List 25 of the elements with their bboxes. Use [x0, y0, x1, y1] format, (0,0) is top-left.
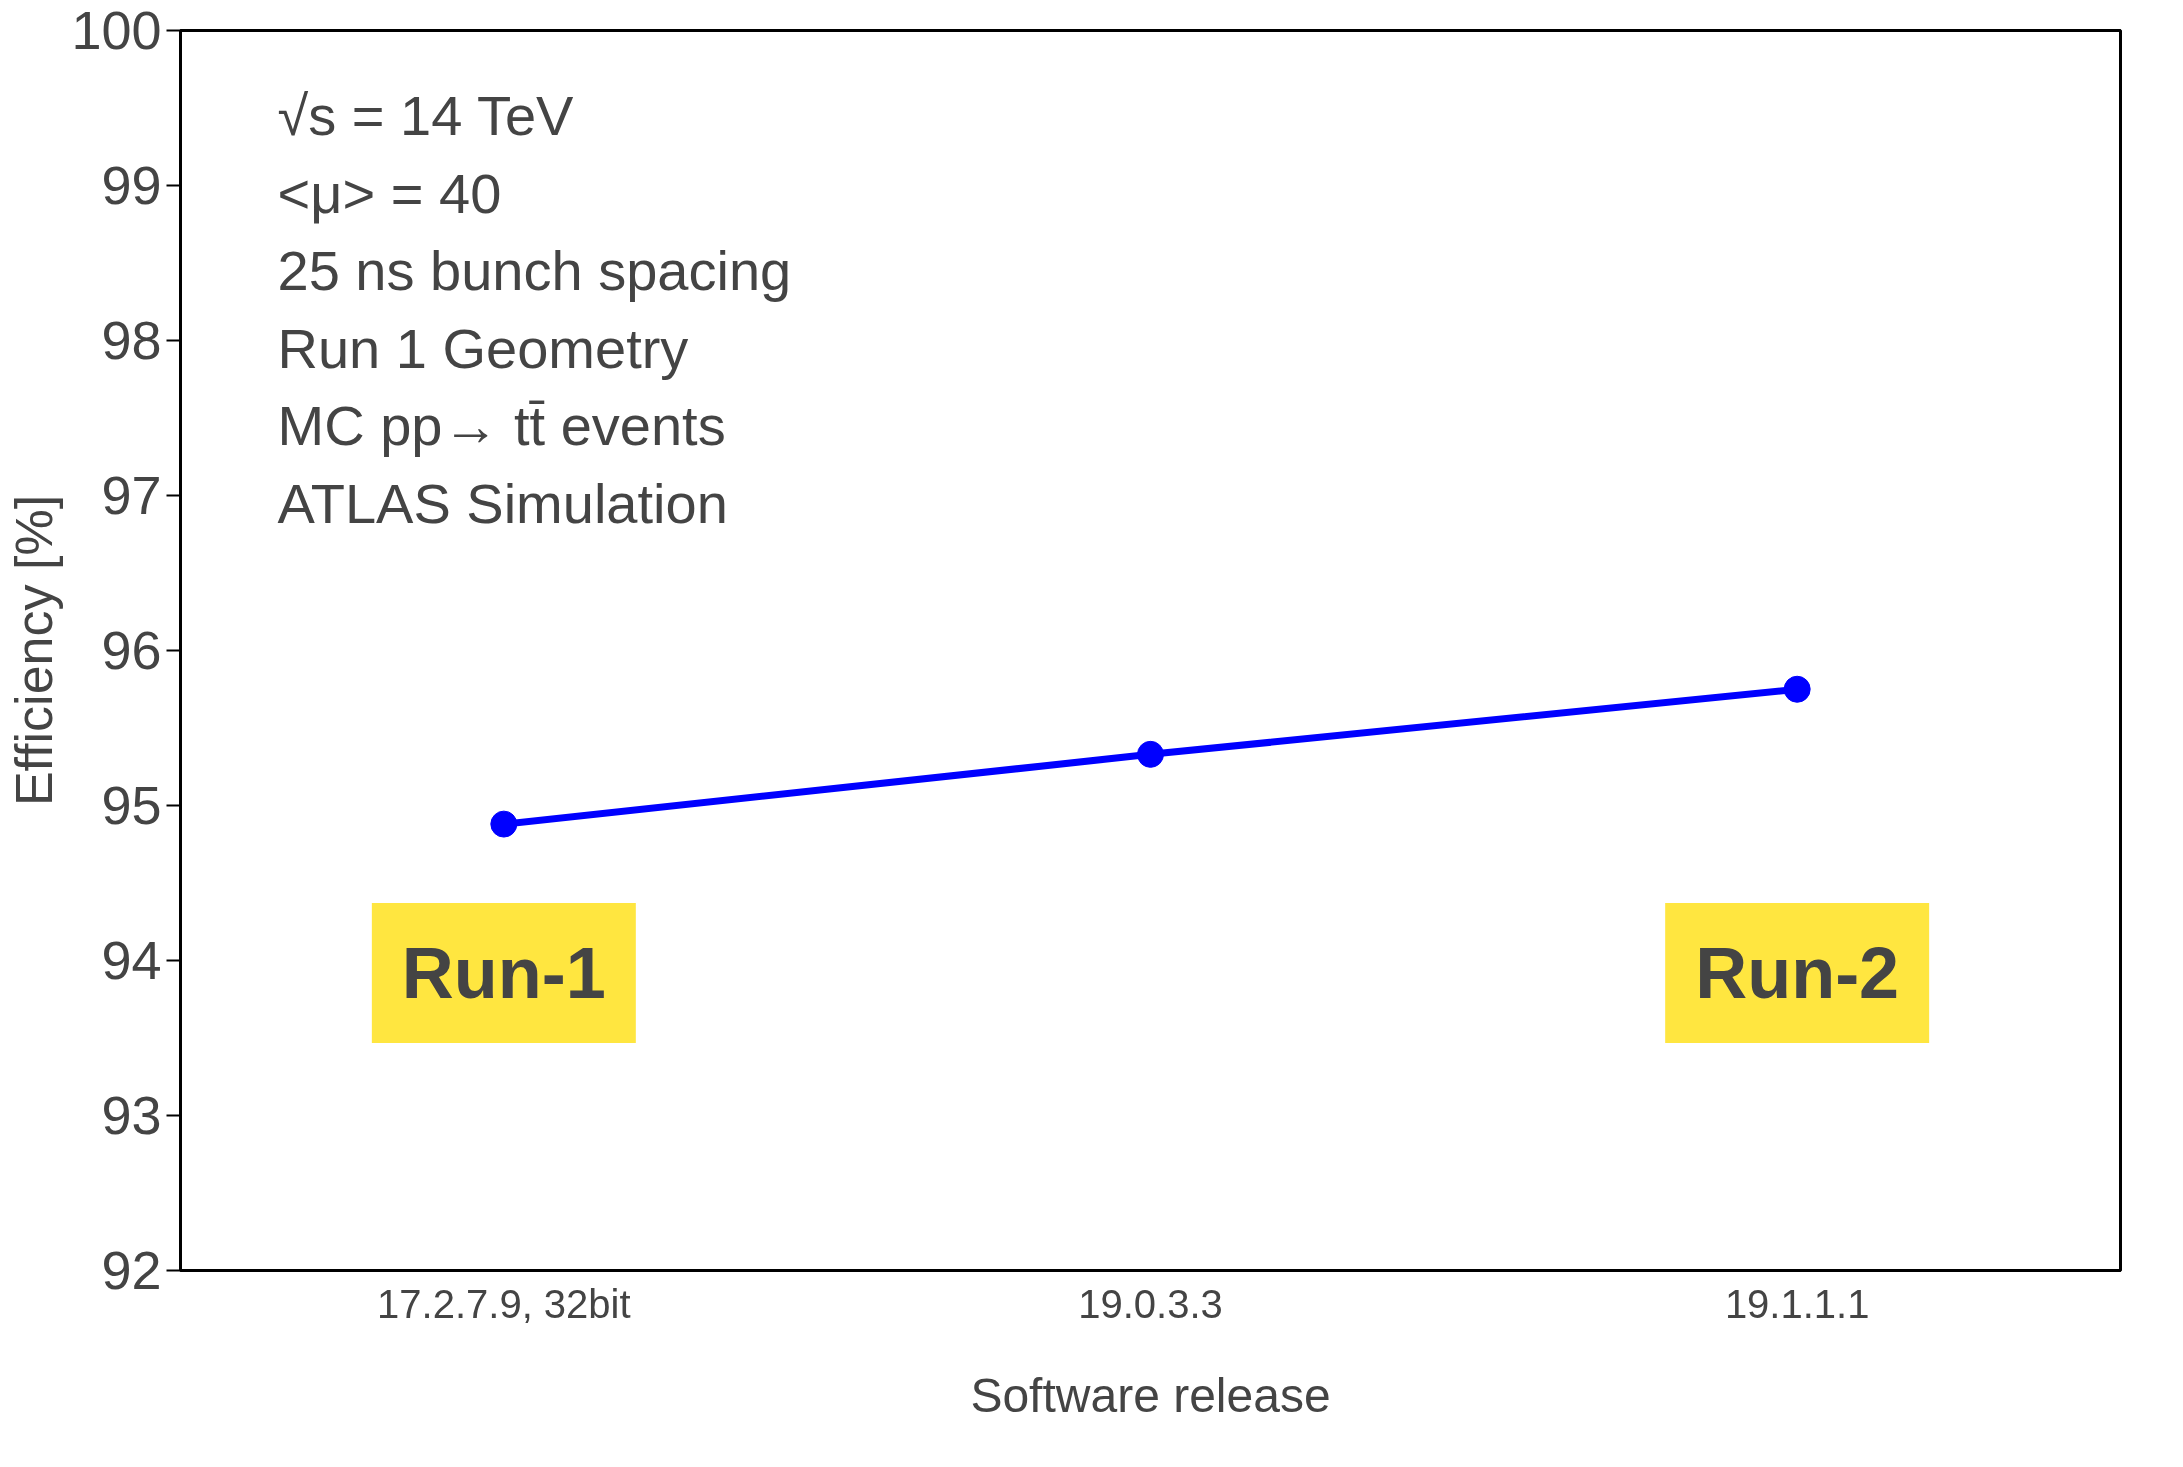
y-tick-label: 99: [101, 155, 162, 215]
y-tick-label: 92: [101, 1240, 162, 1300]
x-tick-label: 19.1.1.1: [1724, 1281, 1870, 1326]
y-tick-label: 97: [101, 465, 162, 525]
annotation: Run-1: [401, 932, 606, 1013]
annotation: MC pp→ tt̄ events: [277, 394, 726, 458]
annotation: √s = 14 TeV: [277, 84, 575, 148]
annotation: Run 1 Geometry: [277, 316, 689, 380]
x-axis-title: Software release: [970, 1368, 1331, 1422]
y-tick-label: 98: [101, 310, 162, 370]
x-tick-label: 17.2.7.9, 32bit: [377, 1281, 631, 1326]
y-tick-label: 94: [101, 930, 162, 990]
annotation: Run-2: [1695, 932, 1900, 1013]
point: [1137, 740, 1164, 768]
annotation: 25 ns bunch spacing: [277, 239, 792, 303]
y-tick-label: 96: [101, 620, 162, 680]
y-tick-label: 95: [101, 775, 162, 835]
y-axis-title: Efficiency [%]: [5, 494, 64, 807]
x-tick-label: 19.0.3.3: [1078, 1281, 1223, 1326]
y-tick-label: 100: [71, 0, 162, 60]
point: [490, 810, 518, 838]
y-tick-label: 93: [101, 1085, 162, 1145]
annotation: ATLAS Simulation: [277, 471, 728, 535]
point: [1783, 675, 1811, 703]
annotation: <μ> = 40: [277, 161, 502, 225]
